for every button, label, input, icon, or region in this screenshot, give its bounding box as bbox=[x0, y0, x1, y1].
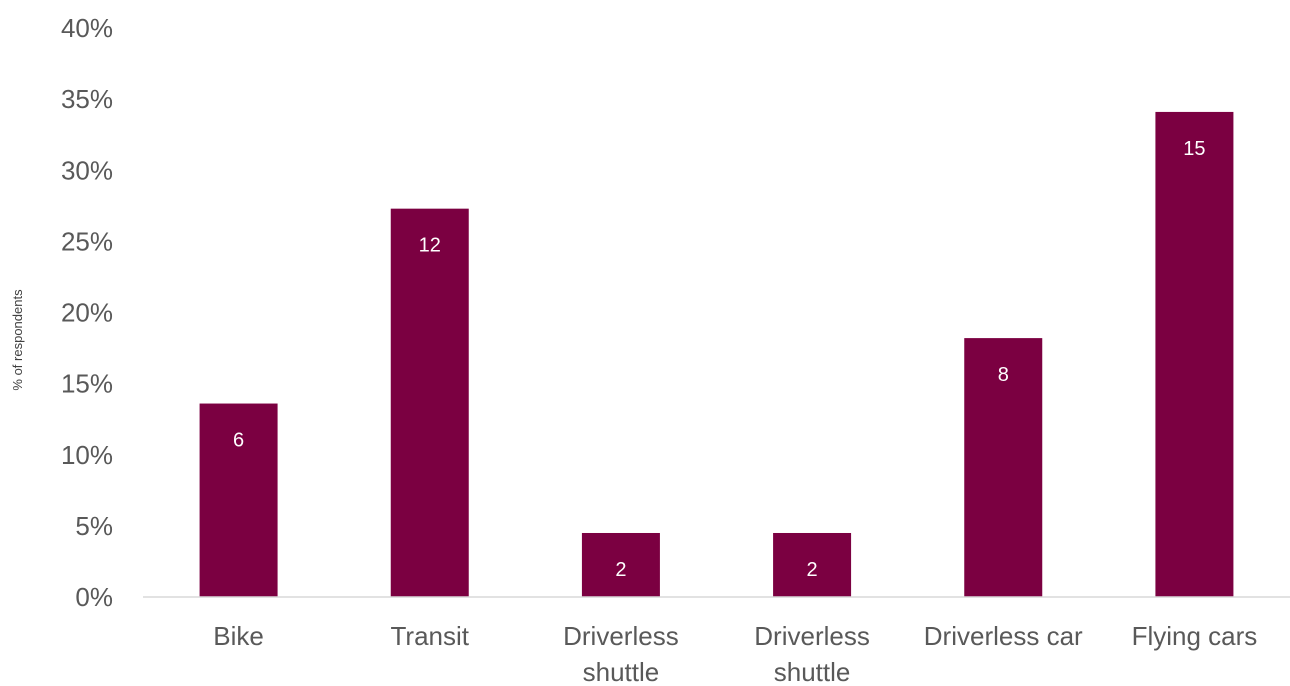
y-tick-label: 40% bbox=[61, 13, 113, 43]
y-tick-label: 30% bbox=[61, 155, 113, 185]
x-category-label: Driverless bbox=[563, 621, 679, 651]
bar-data-label: 6 bbox=[233, 430, 244, 452]
x-category-label: shuttle bbox=[583, 657, 660, 686]
bars: 6 12 2 2 8 15 bbox=[199, 111, 1234, 598]
bar-data-label: 8 bbox=[998, 364, 1009, 386]
bar bbox=[581, 532, 660, 597]
y-tick-label: 35% bbox=[61, 84, 113, 114]
x-category-label: shuttle bbox=[774, 657, 851, 686]
bar bbox=[1155, 111, 1234, 598]
x-category-label: Bike bbox=[213, 621, 264, 651]
y-tick-label: 20% bbox=[61, 298, 113, 328]
x-axis-categories: Bike Transit Driverless shuttle Driverless sh… bbox=[213, 621, 1257, 686]
bar-data-label: 2 bbox=[807, 559, 818, 581]
bar-data-label: 15 bbox=[1183, 138, 1205, 160]
y-tick-label: 15% bbox=[61, 369, 113, 399]
y-tick-label: 0% bbox=[75, 582, 113, 612]
x-category-label: Driverless car bbox=[924, 621, 1083, 651]
bar bbox=[390, 208, 469, 597]
y-axis-label: % of respondents bbox=[10, 289, 25, 391]
bar-data-label: 2 bbox=[615, 559, 626, 581]
y-tick-label: 10% bbox=[61, 440, 113, 470]
x-category-label: Transit bbox=[391, 621, 470, 651]
x-category-label: Flying cars bbox=[1132, 621, 1258, 651]
x-category-label: Driverless bbox=[754, 621, 870, 651]
y-tick-label: 25% bbox=[61, 226, 113, 256]
bar bbox=[964, 338, 1043, 597]
bar bbox=[199, 403, 278, 597]
y-tick-label: 5% bbox=[75, 511, 113, 541]
y-axis-ticks: 0% 5% 10% 15% 20% 25% 30% 35% 40% bbox=[61, 13, 113, 612]
bar-data-label: 12 bbox=[419, 235, 441, 257]
bar bbox=[773, 532, 852, 597]
